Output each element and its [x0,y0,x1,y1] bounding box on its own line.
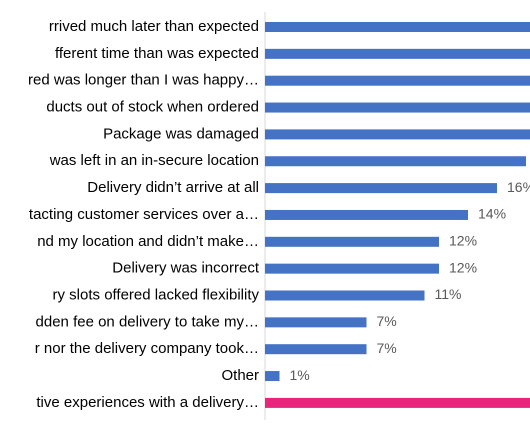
bar [265,317,367,328]
bar [265,236,439,247]
bar [265,290,425,301]
category-label: tacting customer services over a… [29,206,259,223]
value-label: 16% [507,179,530,195]
bar [265,75,530,86]
category-label: fferent time than was expected [55,45,259,62]
category-label: nd my location and didn’t make… [37,233,259,250]
bar [265,371,280,382]
bar [265,397,530,408]
bar [265,102,530,113]
value-label: 14% [478,206,506,222]
category-label: Package was damaged [103,125,259,142]
bar [265,344,367,355]
category-label: Delivery didn’t arrive at all [87,179,259,196]
category-label: Other [221,367,259,384]
category-label: red was longer than I was happy… [28,72,259,89]
bar [265,209,468,220]
bar [265,156,526,167]
bar [265,48,530,59]
value-label: 12% [449,259,477,275]
category-label: tive experiences with a delivery… [36,394,259,411]
value-label: 11% [435,286,462,302]
bar [265,183,497,194]
bar [265,129,530,140]
category-label: Delivery was incorrect [112,260,260,277]
category-label: dden fee on delivery to take my… [36,313,259,330]
value-label: 1% [290,367,310,383]
value-label: 7% [377,313,397,329]
value-label: 7% [377,340,397,356]
category-label: r nor the delivery company took… [35,340,259,357]
bar [265,263,439,274]
value-label: 12% [449,233,477,249]
category-label: ducts out of stock when ordered [46,99,259,116]
bar [265,22,530,32]
category-label: rrived much later than expected [49,18,259,35]
category-label: ry slots offered lacked flexibility [53,286,260,303]
category-label: was left in an in-secure location [49,152,259,169]
